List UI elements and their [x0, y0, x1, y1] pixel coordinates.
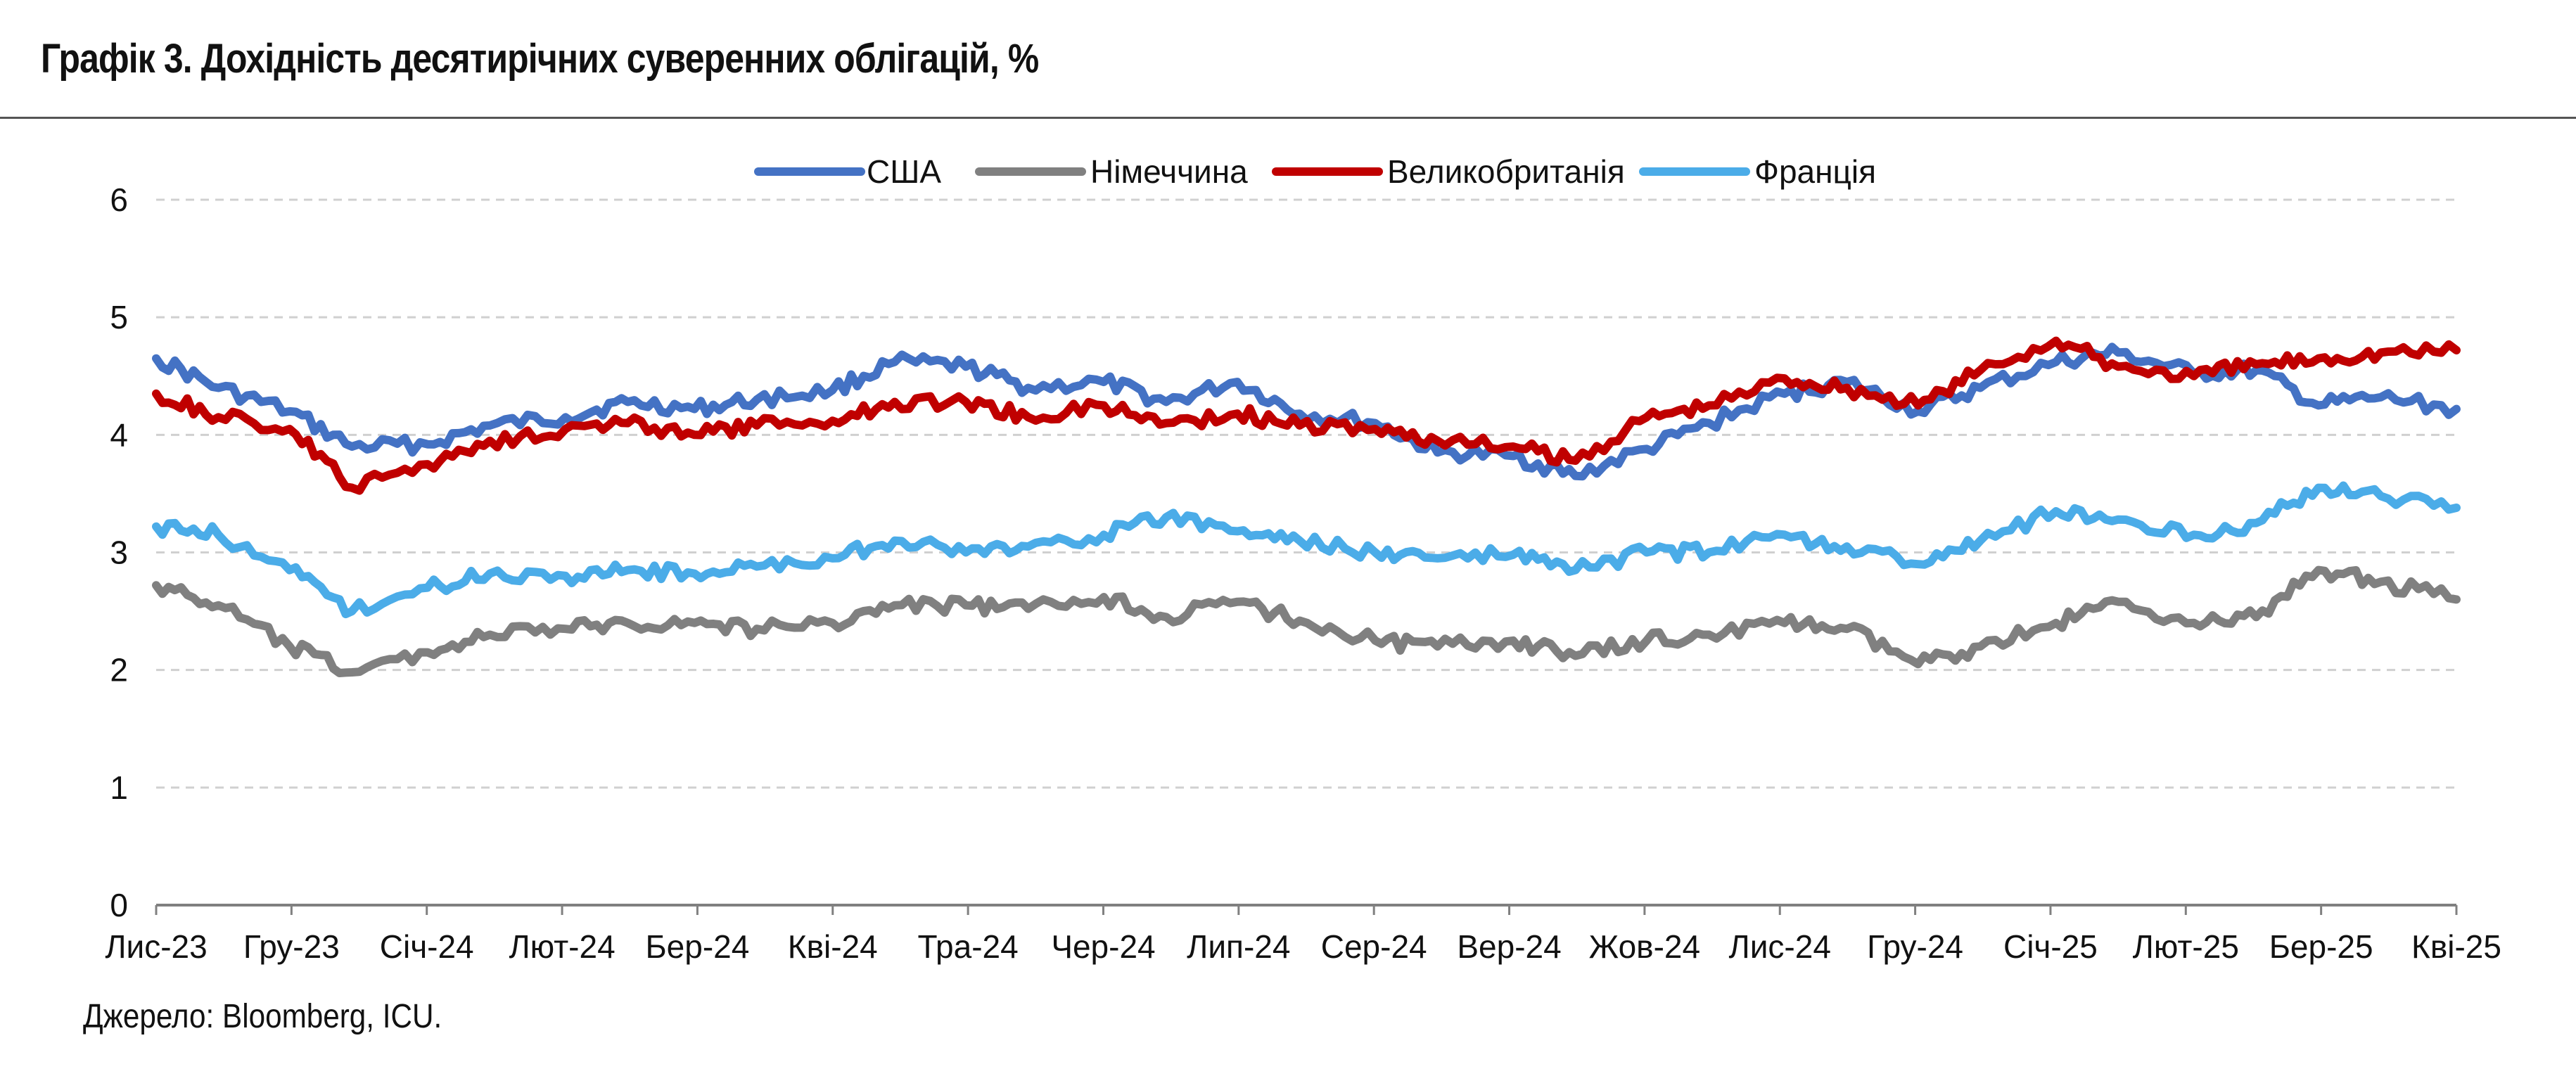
y-tick-label: 2	[110, 652, 128, 688]
x-tick-label: Січ-24	[380, 928, 474, 965]
x-tick-label: Кві-24	[788, 928, 878, 965]
title-divider	[0, 117, 2576, 119]
x-tick-label: Гру-24	[1867, 928, 1963, 965]
x-tick-label: Лис-24	[1729, 928, 1831, 965]
legend-label: США	[867, 153, 941, 190]
source-note: Джерело: Bloomberg, ICU.	[83, 998, 442, 1035]
x-tick-label: Лис-23	[105, 928, 207, 965]
legend-label: Німеччина	[1090, 153, 1248, 190]
x-tick-label: Чер-24	[1051, 928, 1155, 965]
x-tick-label: Лип-24	[1187, 928, 1290, 965]
y-tick-label: 6	[110, 181, 128, 218]
legend-label: Франція	[1754, 153, 1876, 190]
x-tick-label: Тра-24	[918, 928, 1019, 965]
series-line-3	[152, 336, 2461, 495]
y-tick-label: 5	[110, 299, 128, 335]
legend-label: Великобританія	[1387, 153, 1625, 190]
y-tick-label: 1	[110, 769, 128, 806]
x-tick-label: Кві-25	[2411, 928, 2501, 965]
x-tick-label: Бер-24	[645, 928, 749, 965]
series-line-1	[152, 342, 2461, 481]
x-tick-label: Жов-24	[1589, 928, 1700, 965]
x-tick-label: Лют-24	[509, 928, 615, 965]
x-tick-label: Бер-25	[2269, 928, 2373, 965]
y-tick-label: 3	[110, 534, 128, 571]
series-line-4	[152, 481, 2461, 619]
chart-title: Графік 3. Дохідність десятирічних сувере…	[41, 36, 1039, 82]
x-tick-label: Лют-25	[2133, 928, 2239, 965]
x-tick-label: Січ-25	[2003, 928, 2098, 965]
x-tick-label: Вер-24	[1457, 928, 1561, 965]
y-tick-label: 4	[110, 416, 128, 453]
y-tick-label: 0	[110, 887, 128, 923]
x-tick-label: Сер-24	[1321, 928, 1427, 965]
series-line-2	[152, 565, 2461, 677]
x-tick-label: Гру-23	[243, 928, 340, 965]
